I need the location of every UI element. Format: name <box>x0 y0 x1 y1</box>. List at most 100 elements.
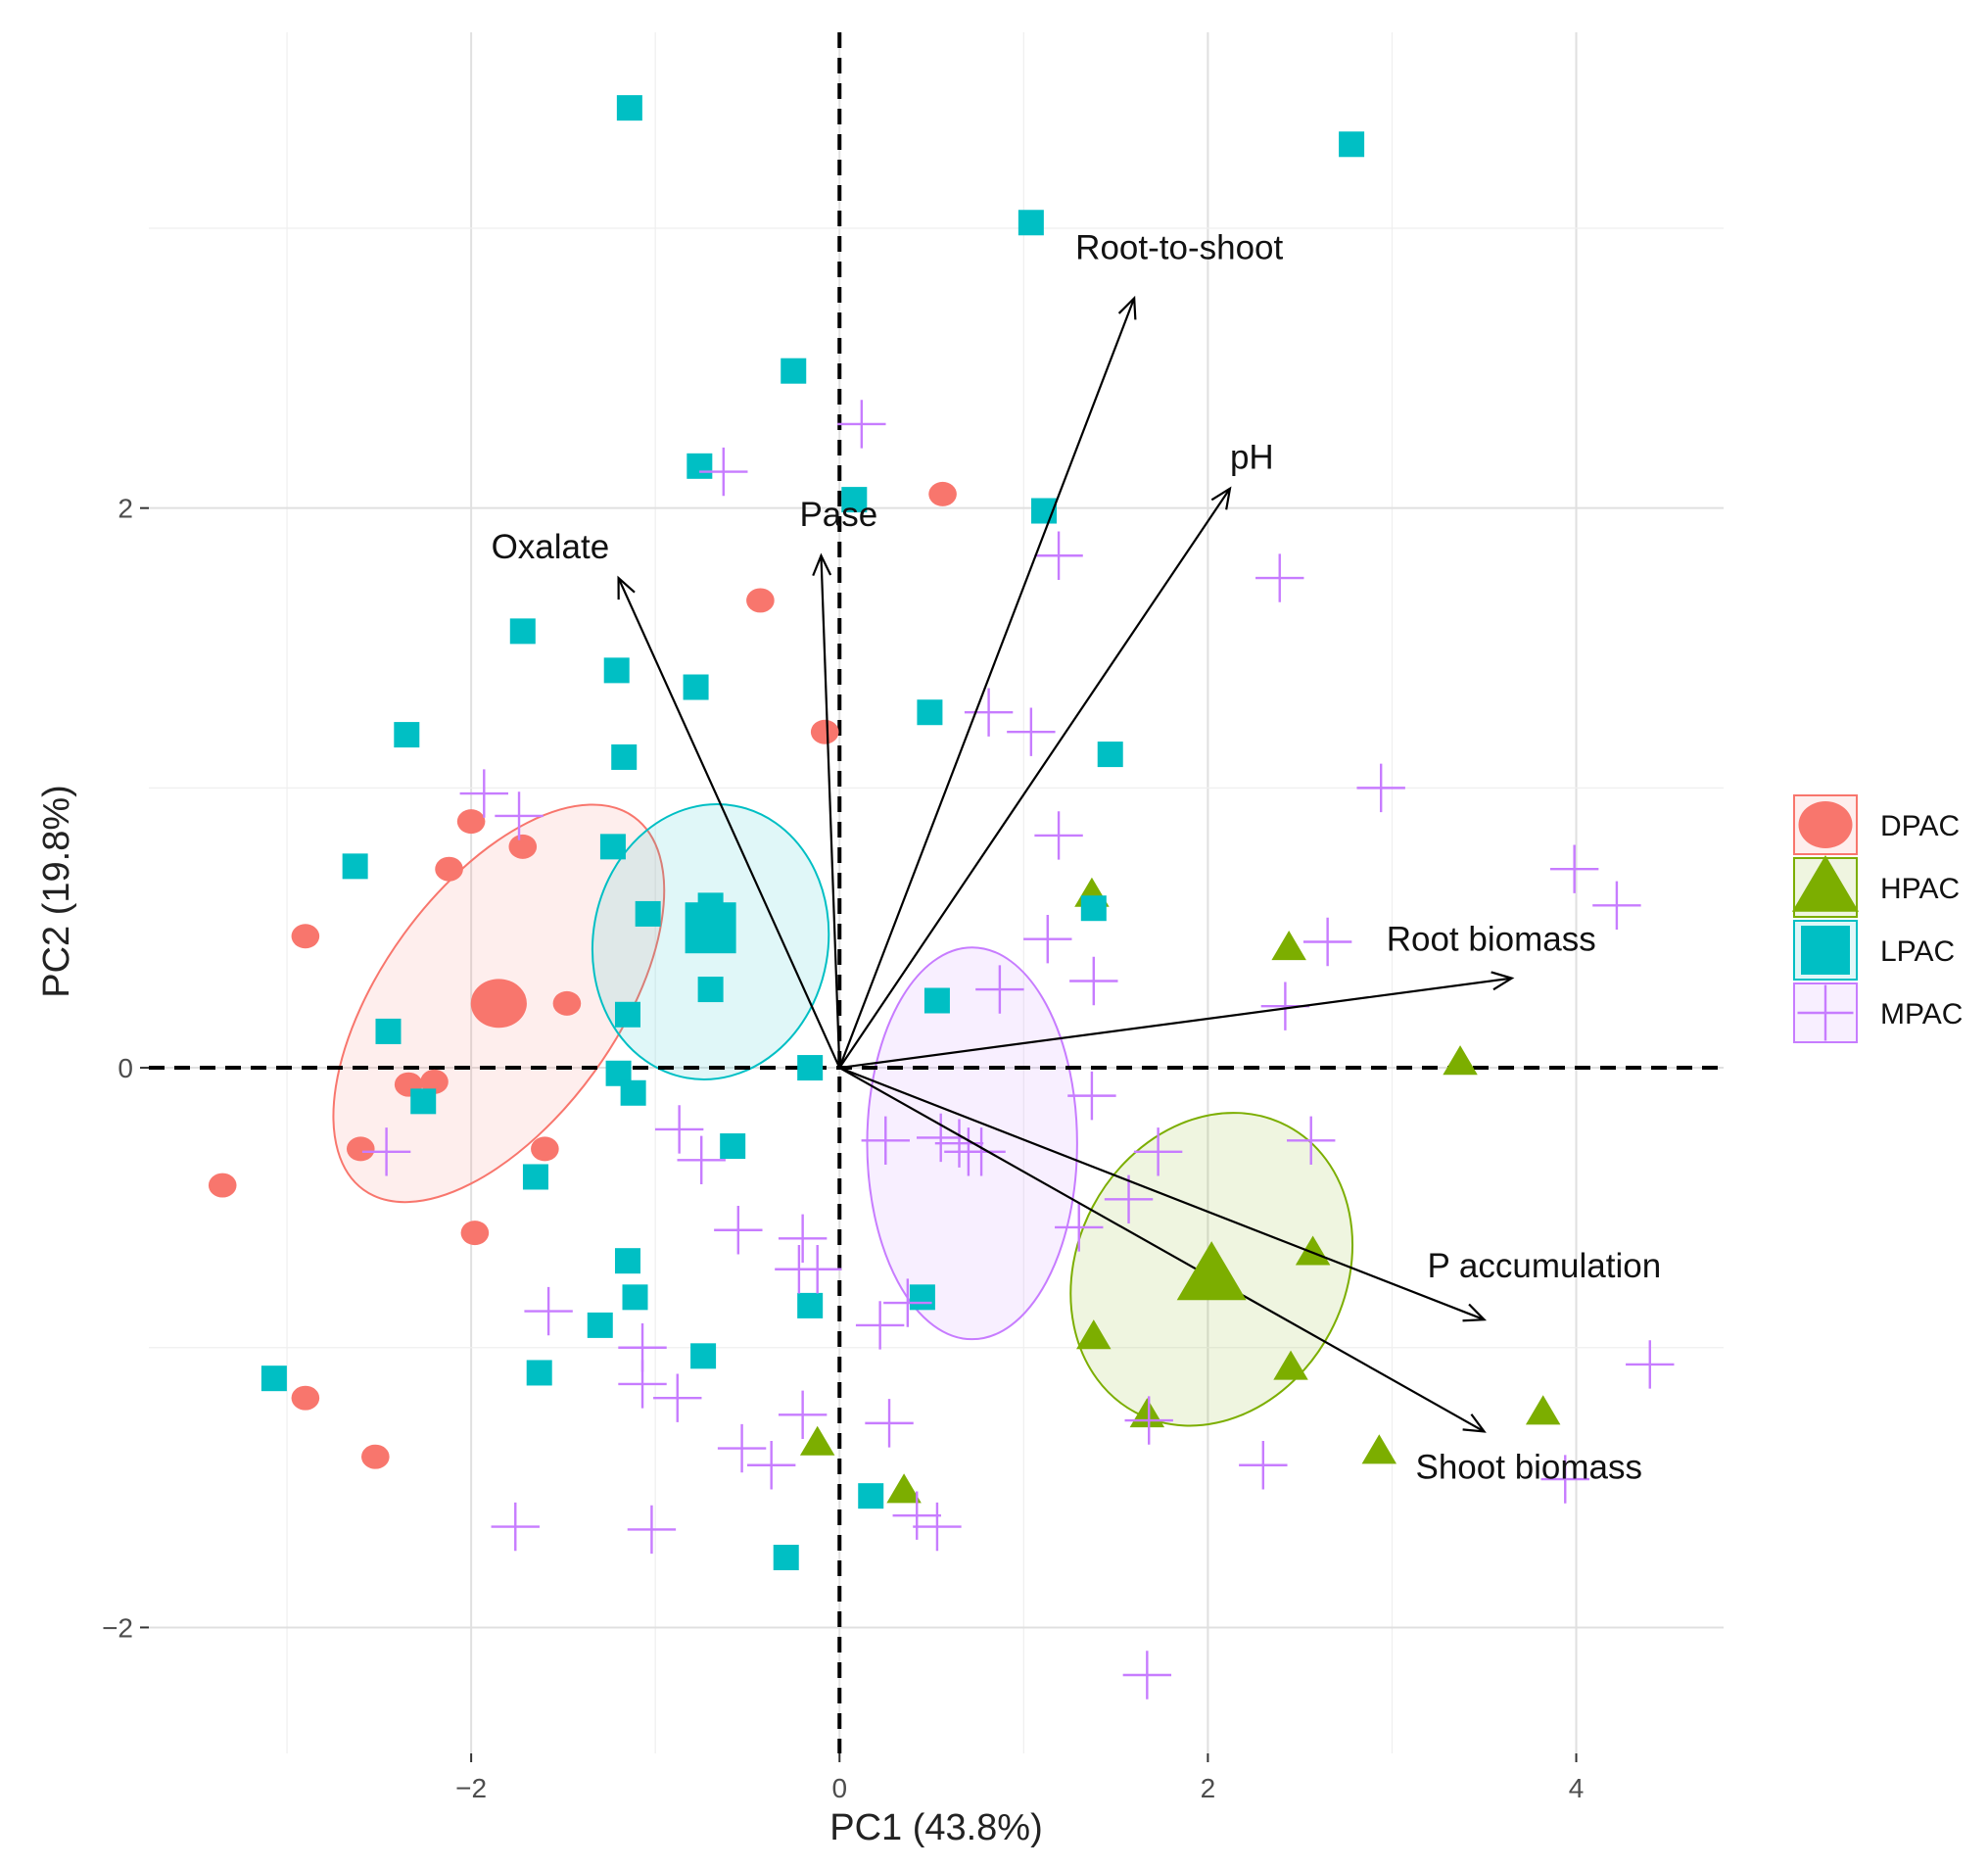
point-lpac <box>1018 210 1044 236</box>
point-hpac <box>1525 1395 1561 1425</box>
legend-label-dpac: DPAC <box>1880 810 1960 842</box>
point-lpac <box>773 1545 799 1571</box>
point-hpac <box>1076 1319 1112 1350</box>
point-hpac <box>1295 1235 1331 1266</box>
point-mpac <box>778 1214 828 1264</box>
loading-arrow-shaft <box>820 555 841 1069</box>
legend-symbol-hpac <box>1791 855 1860 912</box>
point-hpac <box>1271 931 1306 961</box>
point-mpac <box>1034 531 1083 580</box>
point-dpac <box>456 809 486 835</box>
loading-arrow-shaft <box>617 577 841 1069</box>
legend-symbol-mpac <box>1797 984 1854 1041</box>
axis-ticks: −2 0 2 4 −2 0 2 <box>102 494 1584 1803</box>
point-mpac <box>714 1206 763 1255</box>
point-lpac <box>917 699 943 726</box>
point-lpac <box>909 1284 935 1311</box>
centroid-lpac <box>685 902 736 954</box>
group-centroids <box>470 902 1247 1301</box>
point-mpac <box>865 1399 914 1448</box>
point-dpac <box>291 924 320 949</box>
point-mpac <box>1549 844 1599 893</box>
point-dpac <box>208 1173 237 1198</box>
point-lpac <box>614 1001 640 1028</box>
point-mpac <box>837 400 886 449</box>
data-points <box>208 95 1675 1700</box>
point-mpac <box>1626 1340 1675 1389</box>
point-hpac <box>1273 1350 1308 1380</box>
loading-arrow-shaft <box>838 1067 1485 1321</box>
point-mpac <box>1067 1071 1116 1121</box>
point-mpac <box>746 1441 796 1490</box>
point-lpac <box>342 853 368 880</box>
point-mpac <box>1239 1441 1288 1490</box>
loading-arrow-shaft <box>839 977 1512 1070</box>
loading-arrow-head <box>812 552 832 577</box>
point-mpac <box>1133 1127 1183 1176</box>
loading-arrow-head <box>1210 486 1232 510</box>
point-mpac <box>1104 1174 1154 1224</box>
point-mpac <box>1302 917 1352 967</box>
point-mpac <box>361 1127 411 1176</box>
legend-label-lpac: LPAC <box>1880 935 1955 968</box>
loading-arrow-shaft <box>838 488 1231 1069</box>
point-dpac <box>346 1136 375 1162</box>
point-dpac <box>291 1385 320 1411</box>
point-mpac <box>1592 881 1641 931</box>
point-mpac <box>861 1116 910 1166</box>
point-lpac <box>260 1365 287 1392</box>
point-mpac <box>975 965 1024 1014</box>
x-tick-label: 4 <box>1569 1773 1585 1803</box>
legend-label-hpac: HPAC <box>1880 873 1960 905</box>
point-dpac <box>928 481 957 506</box>
point-dpac <box>552 990 582 1016</box>
loading-label: Oxalate <box>492 528 610 566</box>
point-dpac <box>361 1444 390 1469</box>
point-lpac <box>410 1088 437 1115</box>
y-tick-label: 0 <box>118 1053 133 1083</box>
point-lpac <box>686 453 713 479</box>
loading-arrow-head <box>1462 1303 1488 1322</box>
x-axis-title: PC1 (43.8%) <box>829 1807 1043 1848</box>
point-lpac <box>923 987 950 1014</box>
loading-arrow-head <box>1491 971 1515 991</box>
point-mpac <box>1540 1455 1589 1504</box>
point-lpac <box>858 1483 884 1509</box>
point-lpac <box>394 722 420 748</box>
point-lpac <box>1339 131 1365 158</box>
loading-label: Root biomass <box>1387 921 1596 959</box>
point-hpac <box>1361 1434 1397 1464</box>
point-mpac <box>491 1502 540 1552</box>
point-mpac <box>459 769 508 818</box>
point-mpac <box>1007 707 1056 756</box>
point-mpac <box>775 1245 824 1294</box>
centroid-hpac <box>1176 1241 1247 1301</box>
point-mpac <box>913 1502 962 1552</box>
x-tick-label: 2 <box>1201 1773 1216 1803</box>
loading-arrow-shaft <box>838 298 1136 1069</box>
point-lpac <box>599 834 626 860</box>
loading-arrow-head <box>1462 1413 1487 1433</box>
point-lpac <box>841 487 868 513</box>
point-dpac <box>746 588 775 613</box>
legend-label-mpac: MPAC <box>1880 998 1963 1030</box>
point-mpac <box>917 1113 966 1163</box>
point-mpac <box>1023 914 1072 964</box>
point-lpac <box>526 1360 552 1386</box>
point-lpac <box>509 618 536 645</box>
point-dpac <box>435 856 463 882</box>
point-mpac <box>964 688 1014 737</box>
legend: DPAC HPAC LPAC MPAC <box>1791 794 1963 1043</box>
point-mpac <box>778 1390 828 1440</box>
y-axis-title: PC2 (19.8%) <box>36 785 77 998</box>
point-hpac <box>799 1425 835 1456</box>
y-tick-label: −2 <box>102 1612 133 1643</box>
loading-label: P accumulation <box>1428 1247 1662 1285</box>
point-mpac <box>855 1301 905 1350</box>
point-lpac <box>622 1284 648 1311</box>
point-lpac <box>1097 742 1123 768</box>
point-lpac <box>797 1055 824 1081</box>
loading-arrows: Root-to-shoot pH Oxalate Pase Root biomass P … <box>492 228 1662 1486</box>
point-mpac <box>1287 1116 1336 1166</box>
